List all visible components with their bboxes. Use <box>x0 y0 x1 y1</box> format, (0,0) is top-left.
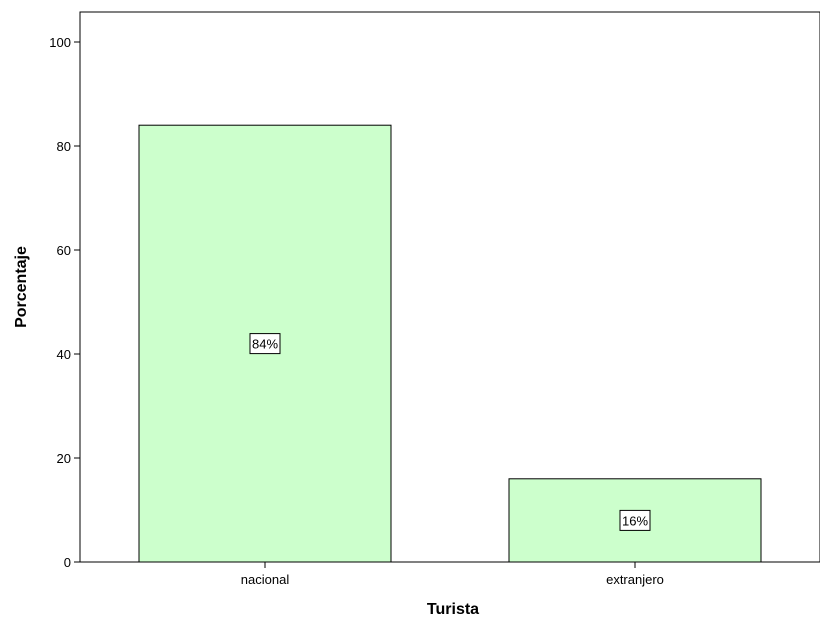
data-label: 84% <box>252 337 278 352</box>
y-tick-label: 0 <box>64 555 71 570</box>
y-tick-label: 60 <box>57 243 71 258</box>
x-axis-title: Turista <box>427 601 479 618</box>
data-label: 16% <box>622 513 648 528</box>
bars: 84% 16% <box>138 124 762 563</box>
x-axis: nacional extranjero <box>241 562 664 587</box>
y-axis-title: Porcentaje <box>13 246 30 328</box>
x-tick-label: nacional <box>241 572 290 587</box>
y-tick-label: 100 <box>49 35 71 50</box>
x-tick-label: extranjero <box>606 572 664 587</box>
data-label-box <box>619 509 651 531</box>
data-label-box <box>249 333 281 355</box>
y-tick-label: 40 <box>57 347 71 362</box>
y-tick-label: 20 <box>57 451 71 466</box>
y-axis: 0 20 40 60 80 100 <box>49 35 80 570</box>
y-tick-label: 80 <box>57 139 71 154</box>
